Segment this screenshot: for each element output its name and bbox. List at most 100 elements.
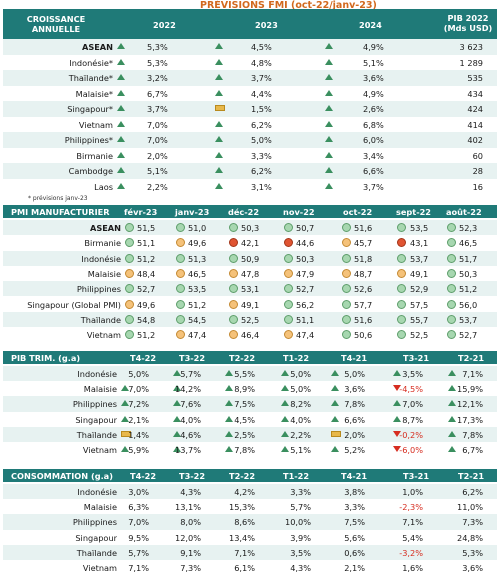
country-label: Thaïlande* [68, 73, 113, 83]
value-cell: 12,1% [456, 399, 483, 410]
up-arrow-icon [448, 370, 456, 376]
header-col: T2-22 [229, 471, 256, 481]
value-cell: 51,0 [188, 223, 207, 233]
up-arrow-icon [325, 89, 333, 96]
value-cell: 3,9% [290, 532, 311, 543]
pib-value: 434 [467, 88, 483, 99]
pmi-expansion-icon [284, 299, 293, 309]
header-label: PMI MANUFACTURIER [11, 207, 110, 217]
value-cell: 5,1% [147, 166, 168, 176]
country-label: Philippines* [64, 135, 113, 145]
pmi-expansion-icon [342, 314, 351, 324]
value-cell: 3,6% [462, 563, 483, 573]
value-cell: 7,5% [344, 517, 365, 528]
flat-indicator-icon [215, 105, 225, 111]
flat-indicator-icon [121, 430, 131, 437]
up-arrow-icon [325, 120, 333, 127]
table-row: Cambodge 5,1% 6,2% 6,6% 28 [3, 163, 497, 179]
value-cell: 2,0% [344, 429, 365, 440]
pmi-expansion-icon [176, 284, 185, 294]
page-title: PRÉVISIONS FMI (oct-22/janv-23) [200, 0, 377, 11]
value-cell: 3,7% [363, 181, 384, 192]
pmi-expansion-icon [397, 314, 406, 324]
value-cell: 2,1% [344, 563, 365, 573]
value-cell: 8,0% [180, 517, 201, 528]
value-cell: 50,6 [354, 330, 373, 341]
table-row: Indonésie 5,0% 5,7% 5,5% 5,0% 5,0% 3,5% 7,1% [3, 366, 497, 382]
pmi-expansion-icon [447, 299, 456, 309]
header-pib: PIB 2022 (Mds USD) [443, 13, 493, 33]
up-arrow-icon [325, 74, 333, 80]
value-cell: 46,5 [459, 238, 478, 249]
country-label: Malaisie* [75, 88, 113, 99]
country-label: Thaïlande [80, 314, 121, 325]
up-arrow-icon [173, 385, 181, 392]
value-cell: 3,7% [147, 104, 168, 114]
value-cell: 51,7 [459, 253, 478, 264]
value-cell: 7,8% [462, 429, 483, 440]
value-cell: 5,3% [147, 42, 168, 52]
value-cell: 6,6% [363, 166, 384, 176]
country-label: Singapour* [67, 104, 113, 114]
value-cell: 3,7% [251, 73, 272, 83]
value-cell: 1,4% [128, 429, 149, 440]
value-cell: 5,3% [147, 57, 168, 68]
up-arrow-icon [121, 400, 129, 407]
header-col: T4-22 [130, 471, 157, 481]
value-cell: 2,2% [290, 429, 311, 440]
pmi-expansion-icon [125, 284, 134, 294]
up-arrow-icon [281, 370, 289, 376]
up-arrow-icon [117, 58, 125, 65]
value-cell: -0,2% [399, 429, 423, 440]
up-arrow-icon [325, 151, 333, 158]
value-cell: 7,1% [462, 369, 483, 379]
country-label: Cambodge [68, 166, 113, 176]
up-arrow-icon [225, 370, 233, 376]
value-cell: 4,5% [234, 414, 255, 425]
value-cell: 17,3% [456, 414, 483, 425]
header-col: T4-21 [341, 353, 368, 363]
pmi-contraction-icon [284, 330, 293, 340]
header-col: T2-21 [458, 471, 485, 481]
header-col: T4-21 [341, 471, 368, 481]
value-cell: 52,9 [410, 284, 429, 295]
up-arrow-icon [281, 446, 289, 452]
section-header: CONSOMMATION (g.a) T4-22 T3-22 T2-22 T1-22 T4… [3, 469, 497, 482]
value-cell: 51,1 [296, 314, 315, 325]
up-arrow-icon [448, 430, 456, 437]
value-cell: 3,8% [344, 487, 365, 497]
table-row: Philippines 7,2% 7,6% 7,5% 8,2% 7,8% 7,0% 12,1% [3, 396, 497, 412]
pmi-contraction-icon [342, 268, 351, 278]
header-label: CROISSANCE ANNUELLE [26, 14, 86, 34]
value-cell: 0,6% [344, 547, 365, 558]
table-row: Philippines 52,7 53,5 53,1 52,7 52,6 52,9 51,2 [3, 281, 497, 297]
pmi-strong-contraction-icon [284, 238, 293, 248]
value-cell: 47,9 [296, 268, 315, 279]
up-arrow-icon [331, 370, 339, 376]
table-row: Vietnam 7,0% 6,2% 6,8% 414 [3, 117, 497, 133]
country-label: Philippines [76, 284, 121, 295]
value-cell: 15,9% [456, 384, 483, 395]
value-cell: 6,2% [462, 487, 483, 497]
country-label: Singapour (Global PMI) [27, 299, 121, 310]
pmi-contraction-icon [176, 330, 185, 340]
value-cell: 13,1% [174, 502, 201, 513]
value-cell: 6,2% [251, 119, 272, 130]
value-cell: 52,7 [296, 284, 315, 295]
country-label: Singapour [75, 532, 117, 543]
pmi-strong-contraction-icon [397, 238, 406, 248]
value-cell: 6,7% [462, 445, 483, 455]
value-cell: 51,2 [137, 253, 156, 264]
header-col: nov-22 [283, 207, 315, 217]
value-cell: 3,6% [344, 384, 365, 395]
up-arrow-icon [325, 105, 333, 111]
value-cell: 4,0% [290, 414, 311, 425]
value-cell: 7,0% [147, 135, 168, 145]
table-row: Indonésie* 5,3% 4,8% 5,1% 1 289 [3, 55, 497, 71]
up-arrow-icon [215, 136, 223, 142]
up-arrow-icon [121, 446, 129, 452]
up-arrow-icon [325, 136, 333, 142]
up-arrow-icon [325, 43, 333, 49]
table-row: Birmanie 51,1 49,6 42,1 44,6 45,7 43,1 46,5 [3, 235, 497, 250]
country-label: Vietnam [82, 445, 117, 455]
